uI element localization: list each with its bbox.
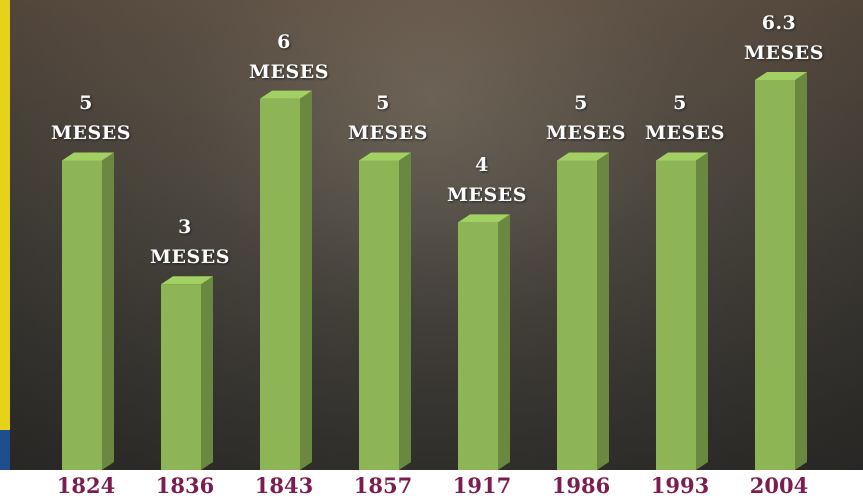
bar: [260, 91, 312, 470]
x-tick-label: 1824: [41, 472, 131, 499]
bar: [557, 152, 609, 470]
bar-side: [201, 276, 213, 470]
bar-front: [755, 80, 795, 470]
slide: 1824 5 MESES 1836 3 MESES 1843 6 MESES 1857 5 M…: [0, 0, 863, 499]
bar-side: [498, 214, 510, 470]
bar-side: [795, 72, 807, 470]
data-label: 5 MESES: [348, 88, 418, 148]
bar-front: [62, 160, 102, 470]
bar-front: [161, 284, 201, 470]
bar-front: [359, 160, 399, 470]
bar-front: [260, 99, 300, 470]
x-tick-label: 1857: [338, 472, 428, 499]
bar: [656, 152, 708, 470]
bar: [458, 214, 510, 470]
data-label: 6 MESES: [249, 27, 319, 87]
data-label: 5 MESES: [546, 88, 616, 148]
bar-front: [557, 160, 597, 470]
bar: [755, 72, 807, 470]
bar-side: [597, 152, 609, 470]
bar: [62, 152, 114, 470]
data-label: 3 MESES: [150, 212, 220, 272]
data-label: 6.3 MESES: [744, 8, 814, 68]
data-label: 5 MESES: [645, 88, 715, 148]
bar-side: [399, 152, 411, 470]
chart: [0, 0, 863, 499]
bar-front: [656, 160, 696, 470]
data-label: 5 MESES: [51, 88, 121, 148]
x-tick-label: 1993: [635, 472, 725, 499]
x-tick-label: 1836: [140, 472, 230, 499]
bar-side: [300, 91, 312, 470]
x-tick-label: 2004: [734, 472, 824, 499]
bar: [359, 152, 411, 470]
bar-side: [102, 152, 114, 470]
x-tick-label: 1917: [437, 472, 527, 499]
bar-front: [458, 222, 498, 470]
bar: [161, 276, 213, 470]
x-tick-label: 1843: [239, 472, 329, 499]
bar-side: [696, 152, 708, 470]
x-tick-label: 1986: [536, 472, 626, 499]
data-label: 4 MESES: [447, 150, 517, 210]
